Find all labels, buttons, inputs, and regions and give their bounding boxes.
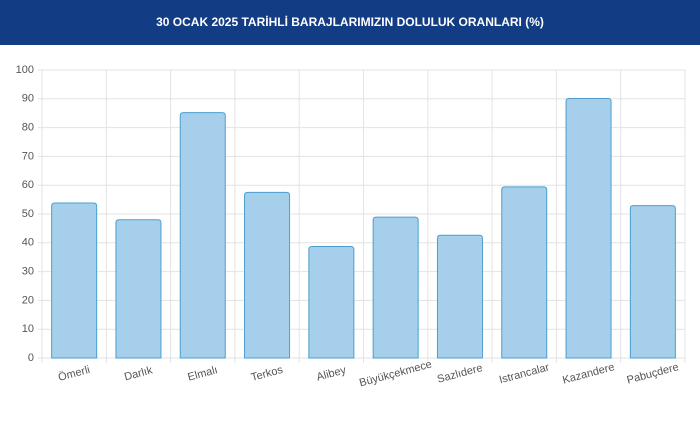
bar (115, 219, 162, 359)
x-tick-label: Terkos (250, 364, 285, 384)
header-bar (0, 0, 700, 45)
y-tick-label: 70 (22, 150, 34, 162)
x-tick-label: Istrancalar (498, 361, 551, 386)
y-tick-label: 0 (28, 352, 34, 364)
y-tick-label: 40 (22, 237, 34, 249)
chart-title: 30 OCAK 2025 TARİHLİ BARAJLARIMIZIN DOLU… (156, 14, 544, 29)
bar (501, 186, 548, 359)
bar (308, 246, 355, 359)
x-tick-label: Sazlıdere (436, 362, 484, 386)
x-tick-label: Pabuçdere (626, 361, 681, 386)
y-tick-label: 50 (22, 208, 34, 220)
bar (436, 234, 483, 359)
x-tick-label: Kazandere (561, 361, 616, 386)
y-tick-label: 20 (22, 294, 34, 306)
bar (179, 112, 226, 359)
y-tick-label: 10 (22, 323, 34, 335)
bar (565, 98, 612, 359)
bar (372, 216, 419, 359)
y-tick-label: 100 (16, 64, 34, 76)
bar (51, 202, 98, 359)
y-tick-label: 30 (22, 266, 34, 278)
x-tick-label: Ömerli (57, 364, 91, 384)
bar (244, 191, 291, 359)
y-tick-label: 90 (22, 93, 34, 105)
x-tick-label: Büyükçekmece (358, 358, 433, 389)
x-tick-label: Darlık (123, 364, 154, 383)
bar (629, 205, 676, 359)
x-tick-label: Elmalı (186, 364, 219, 384)
y-tick-label: 80 (22, 122, 34, 134)
y-tick-label: 60 (22, 179, 34, 191)
x-tick-label: Alibey (315, 364, 348, 383)
